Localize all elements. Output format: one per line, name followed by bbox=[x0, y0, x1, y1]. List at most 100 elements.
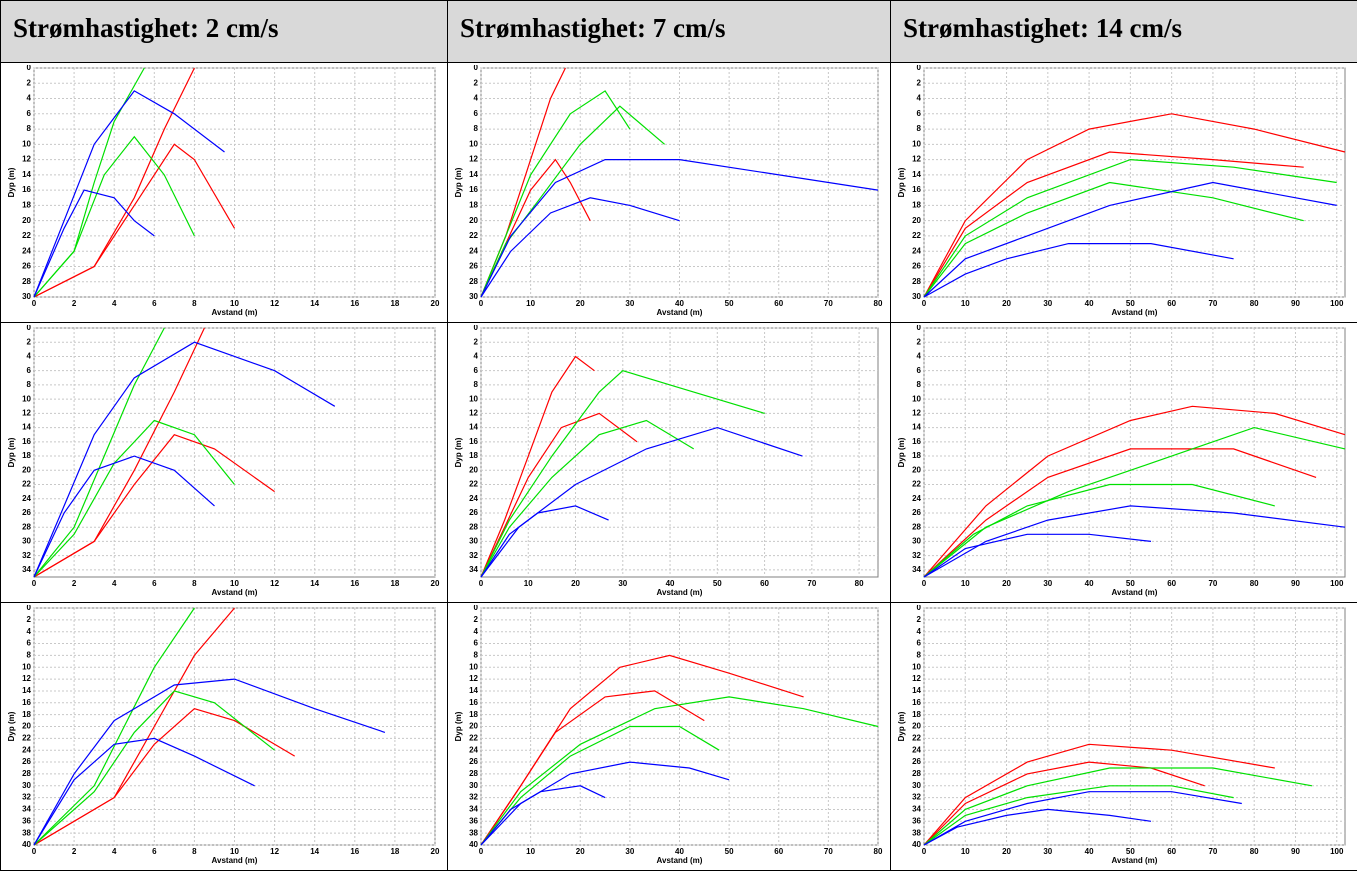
y-tick-label: 26 bbox=[912, 757, 921, 766]
x-tick-label: 100 bbox=[1330, 847, 1344, 856]
y-axis-label: Dyp (m) bbox=[7, 167, 16, 197]
series-line bbox=[480, 785, 606, 846]
x-tick-label: 10 bbox=[961, 299, 970, 308]
y-tick-label: 28 bbox=[22, 522, 31, 531]
y-tick-label: 16 bbox=[22, 437, 31, 446]
y-tick-label: 8 bbox=[917, 124, 922, 133]
y-tick-label: 16 bbox=[912, 698, 921, 707]
x-tick-label: 16 bbox=[350, 299, 359, 308]
y-tick-label: 18 bbox=[912, 201, 921, 210]
x-tick-label: 60 bbox=[774, 299, 783, 308]
y-tick-label: 16 bbox=[469, 698, 478, 707]
x-axis-label: Avstand (m) bbox=[212, 856, 258, 865]
x-tick-label: 16 bbox=[350, 847, 359, 856]
series-line bbox=[33, 143, 236, 298]
x-axis-label: Avstand (m) bbox=[657, 856, 703, 865]
series-line bbox=[33, 419, 235, 578]
y-tick-label: 0 bbox=[27, 605, 32, 612]
y-tick-label: 0 bbox=[27, 325, 32, 332]
y-tick-label: 10 bbox=[912, 139, 921, 148]
y-tick-label: 2 bbox=[27, 615, 32, 624]
series-line bbox=[923, 158, 1337, 298]
y-axis-label: Dyp (m) bbox=[454, 711, 463, 741]
y-tick-label: 6 bbox=[917, 639, 922, 648]
y-tick-label: 12 bbox=[912, 155, 921, 164]
y-tick-label: 38 bbox=[912, 828, 921, 837]
series-line bbox=[33, 90, 225, 298]
chart-cell: 0 2 4 6 8 10 12 14 16 18 20 22 24 26 28 30 32 34 36 38 40 0 2 4… bbox=[0, 602, 448, 871]
x-tick-label: 10 bbox=[961, 579, 970, 588]
series-line bbox=[480, 426, 803, 578]
y-tick-label: 0 bbox=[27, 65, 32, 72]
x-tick-label: 0 bbox=[922, 847, 927, 856]
series-line bbox=[480, 761, 730, 846]
x-axis-label: Avstand (m) bbox=[1112, 588, 1158, 597]
y-tick-label: 4 bbox=[917, 94, 922, 103]
x-tick-label: 8 bbox=[192, 579, 197, 588]
y-tick-label: 34 bbox=[912, 565, 921, 574]
x-tick-label: 2 bbox=[72, 299, 77, 308]
y-tick-label: 38 bbox=[469, 828, 478, 837]
y-tick-label: 6 bbox=[27, 366, 32, 375]
x-tick-label: 70 bbox=[1208, 847, 1217, 856]
y-tick-label: 28 bbox=[22, 769, 31, 778]
x-tick-label: 30 bbox=[1043, 579, 1052, 588]
y-tick-label: 8 bbox=[474, 380, 479, 389]
series-line bbox=[480, 419, 695, 578]
y-tick-label: 26 bbox=[469, 757, 478, 766]
x-tick-label: 0 bbox=[479, 579, 484, 588]
series-line bbox=[923, 505, 1346, 578]
y-tick-label: 26 bbox=[469, 262, 478, 271]
x-tick-label: 20 bbox=[1002, 579, 1011, 588]
x-tick-label: 16 bbox=[350, 579, 359, 588]
y-tick-label: 40 bbox=[469, 840, 478, 849]
y-tick-label: 18 bbox=[469, 451, 478, 460]
x-tick-label: 50 bbox=[1126, 847, 1135, 856]
x-tick-label: 2 bbox=[72, 579, 77, 588]
y-tick-label: 20 bbox=[912, 216, 921, 225]
y-tick-label: 16 bbox=[22, 698, 31, 707]
series-line bbox=[923, 448, 1317, 578]
x-tick-label: 6 bbox=[152, 579, 157, 588]
y-tick-label: 10 bbox=[22, 139, 31, 148]
x-tick-label: 50 bbox=[1126, 299, 1135, 308]
x-tick-label: 20 bbox=[1002, 299, 1011, 308]
y-tick-label: 26 bbox=[22, 262, 31, 271]
y-tick-label: 22 bbox=[469, 733, 478, 742]
y-tick-label: 12 bbox=[912, 408, 921, 417]
y-tick-label: 8 bbox=[474, 651, 479, 660]
series-line bbox=[923, 243, 1234, 298]
y-tick-label: 16 bbox=[22, 185, 31, 194]
x-tick-label: 2 bbox=[72, 847, 77, 856]
y-tick-label: 24 bbox=[912, 246, 921, 255]
y-tick-label: 22 bbox=[912, 231, 921, 240]
y-tick-label: 12 bbox=[22, 408, 31, 417]
y-tick-label: 18 bbox=[912, 710, 921, 719]
series-line bbox=[480, 105, 665, 298]
series-line bbox=[923, 405, 1346, 578]
y-tick-label: 2 bbox=[917, 615, 922, 624]
y-tick-label: 30 bbox=[22, 781, 31, 790]
series-line bbox=[33, 690, 275, 846]
y-tick-label: 22 bbox=[22, 733, 31, 742]
series-line bbox=[33, 678, 386, 846]
x-tick-label: 50 bbox=[713, 579, 722, 588]
series-line bbox=[33, 433, 275, 578]
y-tick-label: 14 bbox=[22, 686, 31, 695]
y-tick-label: 30 bbox=[912, 781, 921, 790]
x-tick-label: 14 bbox=[310, 299, 319, 308]
y-tick-label: 14 bbox=[912, 686, 921, 695]
y-tick-label: 24 bbox=[912, 494, 921, 503]
chart-cell: 0 2 4 6 8 10 12 14 16 18 20 22 24 26 28 30 0 10 20 30 40 50 60… bbox=[890, 62, 1357, 323]
x-axis-label: Avstand (m) bbox=[212, 588, 258, 597]
y-tick-label: 2 bbox=[474, 78, 479, 87]
x-tick-label: 18 bbox=[390, 579, 399, 588]
y-axis-label: Dyp (m) bbox=[897, 167, 906, 197]
x-tick-label: 80 bbox=[874, 299, 883, 308]
series-line bbox=[33, 327, 165, 578]
series-line bbox=[33, 455, 215, 578]
